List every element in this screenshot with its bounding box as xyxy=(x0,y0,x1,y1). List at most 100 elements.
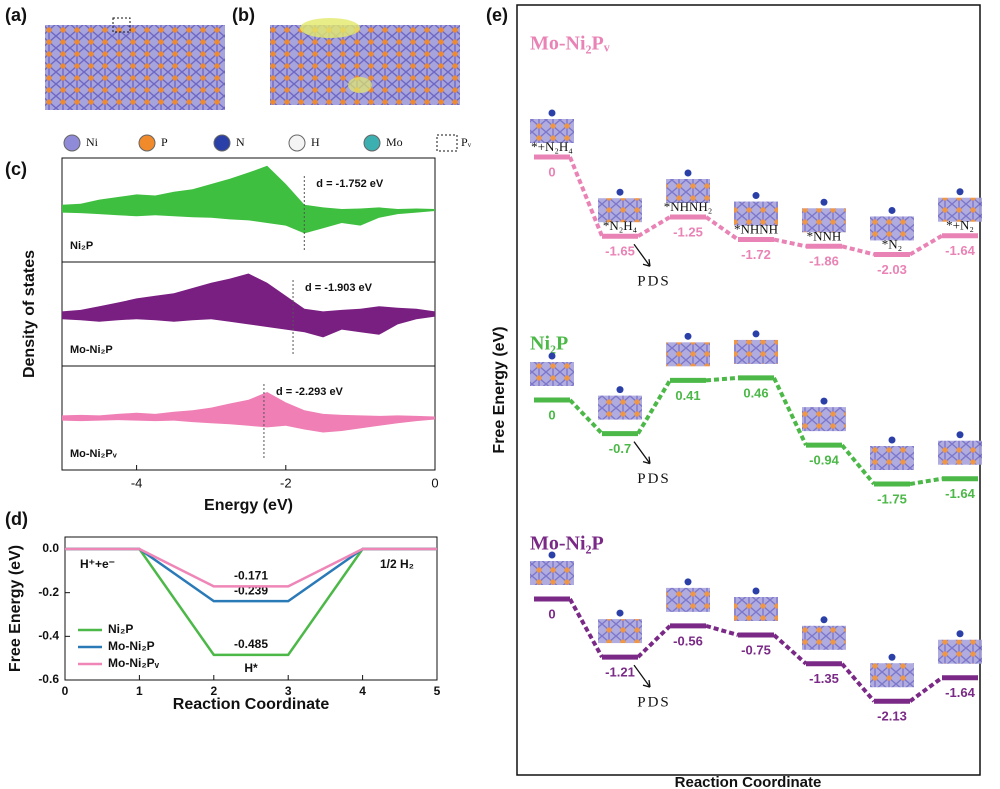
adsorbate xyxy=(888,206,896,214)
structure-thumb xyxy=(598,198,642,223)
annotation: d = -2.293 eV xyxy=(276,386,344,398)
connector xyxy=(909,476,943,486)
atom-swatch xyxy=(213,134,231,152)
charge-density xyxy=(348,77,372,93)
pds-label: PDS xyxy=(637,471,671,487)
structure-thumb xyxy=(530,561,574,585)
x-axis-title: Reaction Coordinate xyxy=(173,696,330,713)
data-label: -0.171 xyxy=(234,569,268,583)
x-tick-label: 4 xyxy=(359,684,366,698)
atom-swatch xyxy=(288,134,306,152)
level-label: -1.65 xyxy=(605,244,635,259)
adsorbate xyxy=(956,188,964,196)
pds-arrow xyxy=(633,441,651,465)
adsorbate xyxy=(548,352,556,360)
annotation: H⁺+e⁻ xyxy=(80,557,115,571)
series-title: Mo-Ni₂P xyxy=(530,533,604,555)
x-tick-label: 5 xyxy=(434,684,441,698)
level-label: -0.56 xyxy=(673,633,703,648)
structure-thumb xyxy=(802,407,846,432)
connector xyxy=(773,237,807,249)
level-label: 0.41 xyxy=(675,388,700,403)
connector xyxy=(568,598,604,659)
intermediate-label: *+N₂H₄ xyxy=(531,139,573,154)
x-tick-label: 2 xyxy=(210,684,217,698)
x-tick-label: -4 xyxy=(131,475,143,490)
structure-thumb xyxy=(734,339,778,364)
structure-thumb xyxy=(870,663,914,688)
x-tick-label: 3 xyxy=(285,684,292,698)
level-label: -1.21 xyxy=(605,665,635,680)
structure-thumb xyxy=(598,619,642,644)
adsorbate xyxy=(752,587,760,595)
level-label: -1.86 xyxy=(809,254,839,269)
plot-frame xyxy=(64,536,438,681)
x-axis-title: Reaction Coordinate xyxy=(675,774,822,789)
legend-label: Ni₂P xyxy=(108,622,133,636)
annotation: d = -1.752 eV xyxy=(316,178,384,190)
adsorbate xyxy=(820,616,828,624)
level-label: -1.25 xyxy=(673,224,703,239)
panel-e-frame xyxy=(516,4,981,776)
vacancy-swatch xyxy=(436,134,458,152)
level-label: -0.75 xyxy=(741,642,771,657)
adsorbate xyxy=(888,436,896,444)
series-label: Mo-Ni₂Pᵥ xyxy=(70,448,118,460)
connector xyxy=(840,443,876,486)
level-label: -0.94 xyxy=(809,453,839,468)
intermediate-label: *NNH xyxy=(807,228,842,243)
connector xyxy=(908,233,944,257)
annotation: 1/2 H₂ xyxy=(380,557,414,571)
series-title: Ni₂P xyxy=(530,333,568,355)
level-label: 0.46 xyxy=(743,385,768,400)
annotation: H* xyxy=(244,661,258,675)
y-axis-title: Free Energy (eV) xyxy=(7,545,24,672)
y-axis-title: Density of states xyxy=(21,250,38,378)
adsorbate xyxy=(752,330,760,338)
structure-thumb xyxy=(666,179,710,203)
panel-label: (e) xyxy=(486,5,508,25)
pds-label: PDS xyxy=(637,695,671,711)
adsorbate xyxy=(548,551,556,559)
adsorbate xyxy=(752,192,760,200)
y-tick-label: -0.2 xyxy=(38,585,59,599)
data-label: -0.485 xyxy=(234,637,268,651)
structure-thumb xyxy=(530,119,574,143)
vacancy-box xyxy=(112,17,131,33)
connector xyxy=(704,215,740,242)
adsorbate xyxy=(684,578,692,586)
dos-area xyxy=(62,392,435,433)
adsorbate xyxy=(684,169,692,177)
connector xyxy=(705,623,739,637)
connector xyxy=(772,377,808,446)
pds-arrow xyxy=(633,243,651,267)
structure-thumb xyxy=(666,342,710,367)
connector xyxy=(840,662,876,703)
x-tick-label: 0 xyxy=(431,475,438,490)
dos-area xyxy=(62,165,435,234)
series-label: Ni₂P xyxy=(70,240,93,252)
adsorbate xyxy=(616,188,624,196)
atom-swatch xyxy=(63,134,81,152)
intermediate-label: *NHNH xyxy=(734,222,778,237)
adsorbate xyxy=(616,386,624,394)
level-label: -1.64 xyxy=(945,685,975,700)
connector xyxy=(705,375,739,383)
level-label: 0 xyxy=(548,407,555,422)
connector xyxy=(908,676,944,703)
y-axis-title: Free Energy (eV) xyxy=(491,326,508,453)
level-label: -1.35 xyxy=(809,671,839,686)
atom-swatch xyxy=(138,134,156,152)
atom-label: Mo xyxy=(386,135,403,149)
level-label: -1.64 xyxy=(945,243,975,258)
panel-label: (a) xyxy=(5,5,27,25)
charge-density xyxy=(300,18,360,38)
connector xyxy=(772,633,808,666)
legend-label: Mo-Ni₂Pᵥ xyxy=(108,656,160,670)
atom-label: Ni xyxy=(86,135,99,149)
x-axis-title: Energy (eV) xyxy=(204,497,293,514)
structure-thumb xyxy=(870,216,914,241)
legend-label: Mo-Ni₂P xyxy=(108,639,155,653)
y-tick-label: 0.0 xyxy=(42,541,59,555)
